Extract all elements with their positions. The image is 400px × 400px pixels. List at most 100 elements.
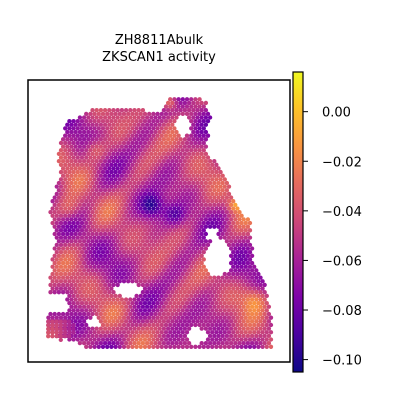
spot [239,250,244,255]
spot [71,315,76,320]
spot [102,115,108,120]
spot [77,246,83,251]
spot [163,213,169,218]
spot [233,209,238,215]
spot [60,217,66,222]
spot [197,191,202,197]
spot [193,155,198,160]
spot [117,213,122,218]
spot [180,264,185,269]
spot [105,344,110,349]
spot [75,264,80,269]
spot [107,159,112,164]
spot [186,268,192,273]
spot [235,344,240,349]
spot [128,137,133,142]
spot [73,209,78,215]
spot [81,319,87,324]
spot [71,169,76,175]
spot [212,166,217,171]
spot [189,126,194,131]
spot [203,224,209,229]
spot [199,180,204,186]
spot [63,315,68,320]
spot [252,271,257,277]
spot [100,111,106,116]
spot [117,111,122,116]
spot [134,177,139,182]
spot [155,228,160,233]
spot [126,344,131,349]
spot [155,177,160,182]
spot [86,253,91,258]
spot [207,326,213,331]
spot [128,304,133,309]
spot [252,279,257,284]
spot [163,322,169,328]
spot [79,300,85,306]
spot [186,195,192,200]
spot [102,144,108,149]
spot [231,213,236,218]
spot [77,173,83,178]
spot [220,282,225,288]
spot [94,260,99,266]
spot [123,319,129,324]
spot [63,148,68,153]
spot [117,140,122,146]
spot [111,144,116,149]
spot [67,235,72,240]
spot [262,326,267,331]
spot [186,224,192,229]
spot [140,108,146,113]
spot [121,140,127,146]
spot [56,195,62,200]
spot [63,213,68,218]
spot [226,271,232,277]
spot [71,126,76,131]
spot [67,293,72,298]
spot [220,231,225,237]
spot [191,275,196,280]
spot [222,315,227,320]
spot [86,180,91,186]
spot [201,264,206,269]
spot [207,239,213,244]
spot [123,159,129,164]
spot [81,217,87,222]
spot [228,333,234,339]
spot [155,169,160,175]
spot [84,264,89,269]
spot [115,202,120,207]
spot [81,341,87,346]
spot [138,315,143,320]
spot [155,118,160,124]
spot [144,282,150,288]
spot [226,206,232,211]
spot [71,199,76,204]
spot [193,271,198,277]
spot [157,202,162,207]
spot [90,144,95,149]
spot [58,271,64,277]
spot [172,322,177,328]
spot [67,264,72,269]
spot [109,286,114,291]
spot [157,290,162,295]
spot [163,148,169,153]
spot [155,199,160,204]
spot [231,308,236,313]
spot [174,217,179,222]
spot [96,111,101,116]
spot [218,191,223,197]
spot [222,286,227,291]
spot [56,260,62,266]
spot [249,297,255,302]
spot [170,195,175,200]
spot [170,231,175,237]
spot [58,184,64,189]
spot [235,271,240,277]
spot [264,337,269,342]
spot [178,217,183,222]
spot [235,286,240,291]
